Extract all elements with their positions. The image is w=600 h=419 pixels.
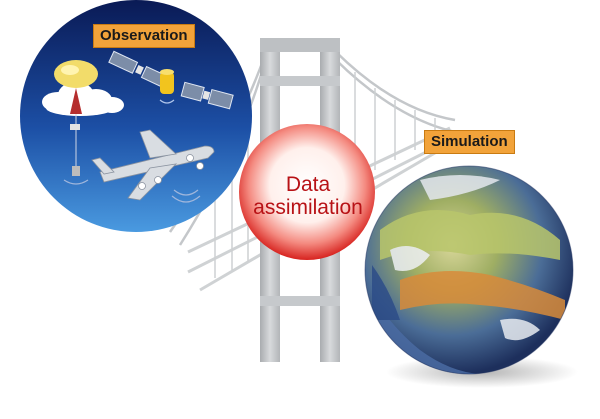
data-assimilation-node — [239, 124, 375, 260]
simulation-label: Simulation — [424, 130, 515, 154]
data-assimilation-label: Data assimilation — [238, 173, 378, 219]
balloon-icon — [54, 60, 98, 185]
cloud-icon — [42, 82, 124, 116]
data-assimilation-line-1: Data — [285, 173, 331, 196]
observation-label: Observation — [93, 24, 195, 48]
observation-panel — [20, 0, 252, 232]
satellite-icon — [159, 69, 175, 104]
earth-globe-icon — [364, 165, 578, 388]
data-assimilation-line-2: assimilation — [253, 196, 363, 219]
satellite-icon — [180, 81, 234, 110]
airplane-icon — [91, 129, 215, 201]
